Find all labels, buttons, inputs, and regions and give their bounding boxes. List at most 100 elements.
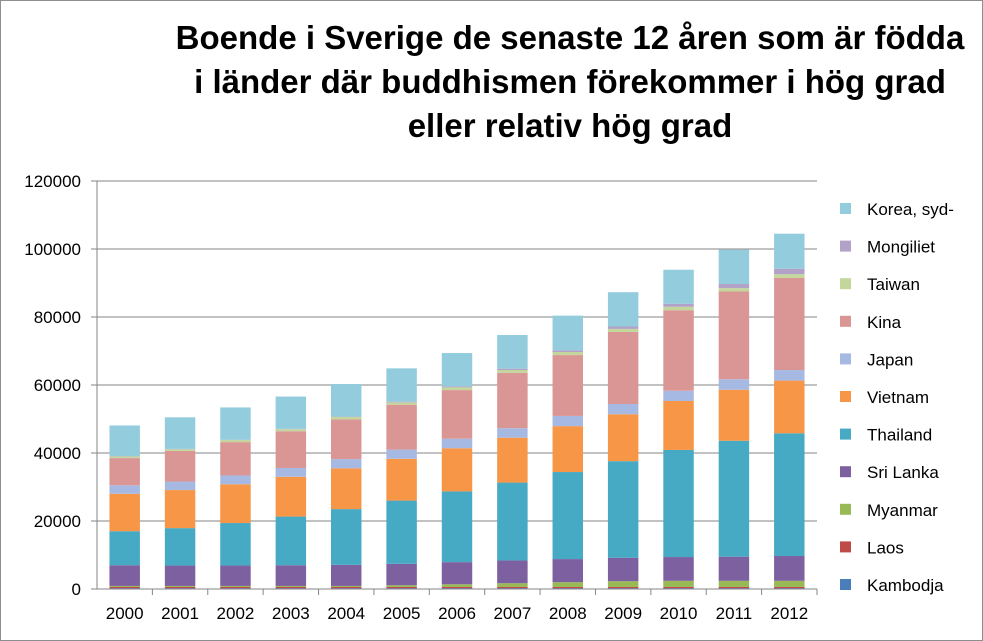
bar-kina-2006 (441, 390, 473, 439)
bar-myanmar-2005 (386, 585, 417, 587)
bar-kina-2001 (164, 450, 196, 482)
bar-kambodja-2005 (386, 588, 417, 589)
bar-thailand-2004 (331, 509, 362, 565)
x-tick-label: 2000 (106, 604, 144, 623)
bar-japan-2003 (275, 467, 307, 477)
legend-swatch-vietnam (840, 391, 851, 402)
y-tick-label: 100000 (24, 240, 81, 259)
legend-swatch-myanmar (840, 503, 851, 515)
bar-thailand-2009 (607, 461, 639, 558)
bar-mongiliet-2005 (386, 401, 417, 403)
x-tick-label: 2010 (660, 604, 698, 623)
bar-japan-2010 (663, 390, 694, 401)
legend-swatch-taiwan (840, 278, 851, 290)
legend-label-myanmar: Myanmar (867, 501, 938, 520)
bar-japan-2011 (718, 379, 750, 390)
bar-japan-2000 (109, 485, 140, 494)
legend-swatch-japan (840, 353, 851, 365)
bar-kambodja-2000 (109, 588, 140, 589)
bar-korea-syd-2001 (164, 417, 196, 449)
bar-taiwan-2003 (275, 429, 307, 432)
bar-vietnam-2003 (275, 476, 307, 517)
bar-laos-2007 (497, 586, 528, 589)
bar-taiwan-2005 (386, 402, 417, 405)
bar-vietnam-2004 (331, 468, 362, 510)
bar-korea-syd-2012 (774, 233, 805, 269)
bar-japan-2004 (331, 459, 362, 469)
legend-label-japan: Japan (867, 350, 913, 369)
bar-korea-syd-2003 (275, 396, 307, 429)
bar-korea-syd-2008 (552, 315, 583, 351)
bar-mongiliet-2007 (497, 368, 528, 371)
bar-laos-2009 (607, 586, 639, 589)
bar-kina-2002 (220, 442, 251, 476)
bar-korea-syd-2000 (109, 425, 140, 457)
bar-sri-lanka-2000 (109, 565, 140, 586)
legend-swatch-korea-syd (840, 203, 851, 214)
bar-korea-syd-2007 (497, 335, 528, 369)
legend-label-thailand: Thailand (867, 426, 932, 445)
bar-sri-lanka-2004 (331, 564, 362, 586)
bar-laos-2010 (663, 586, 694, 589)
bar-japan-2008 (552, 415, 583, 427)
bar-japan-2007 (497, 428, 528, 438)
bar-sri-lanka-2001 (164, 565, 196, 586)
x-tick-label: 2011 (716, 604, 753, 623)
x-tick-label: 2002 (217, 604, 255, 623)
bar-sri-lanka-2010 (663, 557, 694, 581)
legend-label-mongiliet: Mongiliet (867, 238, 935, 257)
y-tick-label: 40000 (34, 444, 81, 463)
bar-kambodja-2008 (552, 588, 583, 589)
bar-japan-2005 (386, 449, 417, 459)
y-tick-label: 60000 (34, 376, 81, 395)
bar-kina-2007 (497, 372, 528, 429)
bar-mongiliet-2009 (607, 326, 639, 329)
chart-title-line-3: eller relativ hög grad (407, 107, 733, 144)
bar-vietnam-2007 (497, 437, 528, 483)
x-tick-label: 2001 (161, 604, 199, 623)
y-tick-label: 80000 (34, 308, 81, 327)
legend-swatch-laos (840, 541, 851, 553)
bar-korea-syd-2002 (220, 407, 251, 440)
bar-mongiliet-2006 (441, 386, 473, 388)
bar-thailand-2007 (497, 482, 528, 561)
bar-myanmar-2003 (275, 585, 307, 587)
bar-vietnam-2012 (774, 380, 805, 434)
bar-sri-lanka-2002 (220, 565, 251, 586)
bar-taiwan-2011 (718, 288, 750, 292)
bar-japan-2012 (774, 370, 805, 381)
legend-swatch-thailand (840, 428, 851, 440)
bar-kambodja-2012 (774, 588, 805, 589)
legend-label-taiwan: Taiwan (867, 275, 920, 294)
bar-taiwan-2000 (109, 456, 140, 459)
bar-sri-lanka-2006 (441, 562, 473, 585)
bar-myanmar-2010 (663, 580, 694, 587)
bar-kina-2012 (774, 277, 805, 371)
legend-label-kambodja: Kambodja (867, 576, 944, 595)
bar-korea-syd-2005 (386, 368, 417, 402)
bar-korea-syd-2009 (607, 292, 639, 327)
legend-swatch-sri-lanka (840, 466, 851, 478)
legend-label-korea-syd: Korea, syd- (867, 200, 954, 219)
legend-swatch-kina (840, 315, 851, 327)
bar-taiwan-2002 (220, 440, 251, 443)
x-tick-label: 2004 (327, 604, 365, 623)
bar-korea-syd-2010 (663, 269, 694, 304)
bar-myanmar-2007 (497, 583, 528, 587)
y-tick-label: 120000 (24, 172, 81, 191)
bar-thailand-2011 (718, 440, 750, 557)
bar-myanmar-2011 (718, 580, 750, 587)
bar-kambodja-2004 (331, 588, 362, 589)
bar-taiwan-2006 (441, 387, 473, 391)
bar-laos-2011 (718, 586, 750, 589)
chart-title-line-2: i länder där buddhismen förekommer i hög… (194, 63, 946, 100)
bar-thailand-2005 (386, 500, 417, 564)
bar-vietnam-2008 (552, 426, 583, 473)
bar-taiwan-2001 (164, 449, 196, 451)
bar-sri-lanka-2012 (774, 556, 805, 581)
legend-label-sri-lanka: Sri Lanka (867, 463, 939, 482)
x-tick-label: 2005 (383, 604, 421, 623)
bar-sri-lanka-2011 (718, 556, 750, 581)
